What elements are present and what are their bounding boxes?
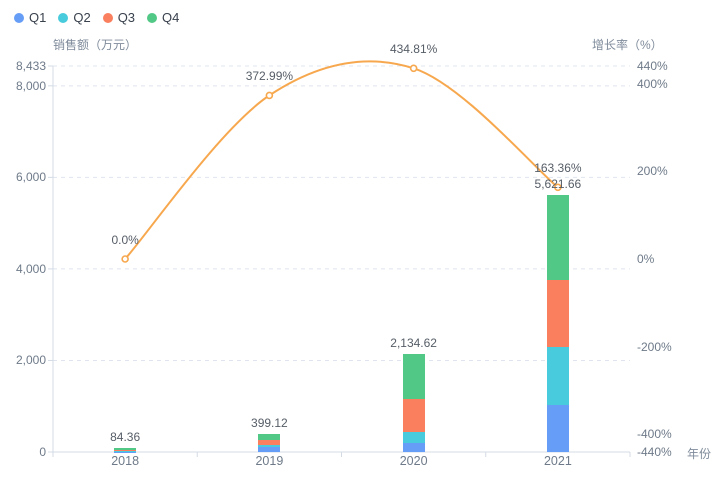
growth-label-2018: 0.0% (111, 233, 139, 247)
bar-segment-q1-2021 (546, 404, 569, 452)
legend-item-q2[interactable]: Q2 (58, 10, 91, 25)
legend-label: Q1 (29, 10, 47, 25)
legend-item-q4[interactable]: Q4 (147, 10, 179, 25)
right-axis-title: 增长率（%） (592, 38, 663, 52)
bar-segment-q4-2021 (546, 194, 569, 280)
left-axis-tick-label: 0 (39, 445, 46, 459)
left-axis-tick-label: 4,000 (15, 261, 46, 276)
line-point-2019 (265, 91, 274, 100)
right-axis-tick-label: -200% (637, 339, 672, 354)
left-axis-tick-label: 6,000 (15, 170, 46, 185)
growth-label-2020: 434.81% (389, 42, 438, 57)
bar-segment-q2-2021 (546, 346, 569, 405)
x-axis-category-label: 2020 (399, 454, 428, 468)
right-axis-tick-label: 400% (637, 76, 668, 91)
line-point-2018 (121, 255, 129, 263)
line-point-2020 (409, 64, 418, 73)
x-axis-category-label: 2021 (543, 454, 572, 468)
legend-item-q3[interactable]: Q3 (102, 10, 136, 25)
bar-segment-q3-2019 (258, 440, 281, 446)
bar-segment-q3-2021 (546, 279, 569, 347)
bar-segment-q2-2020 (402, 432, 425, 444)
growth-label-2019: 372.99% (245, 69, 294, 84)
growth-label-2021: 163.36% (534, 161, 582, 176)
left-axis-tick-label: 8,000 (15, 78, 46, 93)
bar-segment-q4-2018 (114, 448, 137, 451)
right-axis-tick-label: 0% (637, 252, 655, 266)
left-axis-tick-label: 2,000 (15, 353, 46, 368)
right-axis-tick-label: -400% (637, 427, 672, 442)
bar-segment-q1-2020 (402, 443, 425, 452)
legend-dot-q1 (14, 12, 24, 23)
bar-segment-q3-2018 (114, 450, 137, 452)
legend-label: Q3 (117, 10, 136, 25)
legend-dot-q4 (147, 12, 158, 23)
bar-segment-q3-2020 (402, 399, 425, 433)
legend: Q1 Q2 Q3 Q4 (14, 10, 191, 25)
bar-segment-q1-2019 (258, 447, 281, 452)
legend-label: Q2 (73, 10, 91, 25)
right-axis-tick-label: 200% (637, 164, 668, 179)
legend-dot-q2 (58, 12, 69, 23)
bar-total-label-2021: 5,621.66 (534, 176, 582, 191)
growth-rate-line (124, 60, 559, 260)
right-axis-tick-label: 440% (637, 59, 668, 73)
bar-segment-q2-2019 (258, 445, 281, 448)
left-axis-title: 销售额（万元） (53, 38, 138, 52)
legend-item-q1[interactable]: Q1 (14, 10, 46, 25)
bar-segment-q4-2020 (402, 354, 425, 400)
x-axis-title: 年份 (687, 447, 712, 461)
bar-total-label-2019: 399.12 (251, 415, 288, 430)
x-axis-category-label: 2018 (111, 454, 140, 468)
bar-total-label-2020: 2,134.62 (390, 336, 437, 351)
bar-segment-q4-2019 (258, 433, 281, 441)
bar-total-label-2018: 84.36 (110, 430, 141, 445)
legend-label: Q4 (162, 10, 180, 25)
line-point-2021 (554, 183, 562, 192)
left-axis-tick-label: 8,433 (15, 59, 46, 73)
legend-dot-q3 (102, 12, 113, 23)
x-axis-category-label: 2019 (255, 454, 284, 468)
right-axis-tick-label: -440% (637, 445, 672, 459)
